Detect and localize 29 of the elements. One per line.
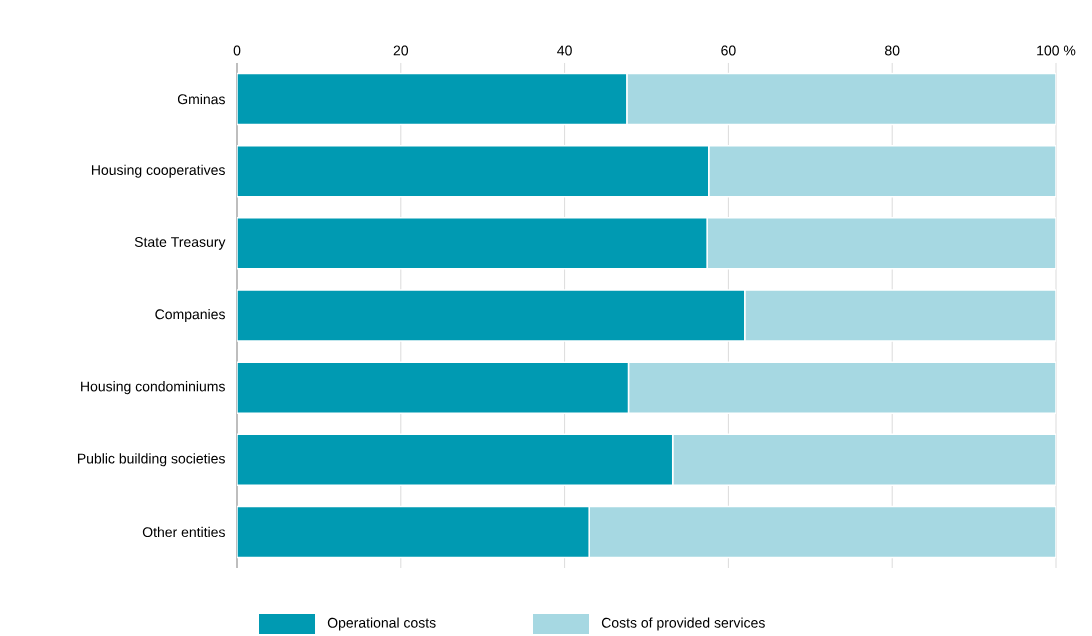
- legend-label: Operational costs: [327, 617, 436, 631]
- y-tick-label: Gminas: [177, 93, 225, 105]
- x-tick-label: 80: [885, 45, 900, 56]
- bar: [237, 505, 590, 559]
- bar: [671, 433, 1056, 487]
- y-tick-label: Other entities: [142, 526, 225, 538]
- x-tick-label: 40: [557, 45, 572, 56]
- legend-label: Costs of provided services: [601, 617, 765, 631]
- x-tick-label: 20: [393, 45, 409, 56]
- bar: [237, 289, 746, 342]
- y-tick-label: State Treasury: [134, 237, 226, 250]
- y-tick-label: Housing cooperatives: [91, 164, 225, 178]
- bar: [237, 72, 628, 126]
- x-tick-label: 100 %: [1037, 45, 1076, 56]
- bar: [706, 217, 1056, 270]
- x-tick-label: 0: [233, 45, 241, 56]
- x-tick-label: 60: [721, 45, 736, 56]
- y-tick-label: Public building societies: [77, 453, 225, 467]
- y-tick-label: Housing condominiums: [81, 381, 225, 395]
- bar: [588, 505, 1056, 559]
- bar: [237, 433, 674, 487]
- bar: [708, 144, 1056, 198]
- bar: [237, 144, 710, 198]
- bar: [626, 72, 1056, 126]
- y-tick-label: Companies: [155, 308, 225, 323]
- bar: [237, 217, 708, 270]
- bar: [744, 289, 1056, 342]
- bar: [237, 361, 630, 414]
- bar: [627, 361, 1056, 414]
